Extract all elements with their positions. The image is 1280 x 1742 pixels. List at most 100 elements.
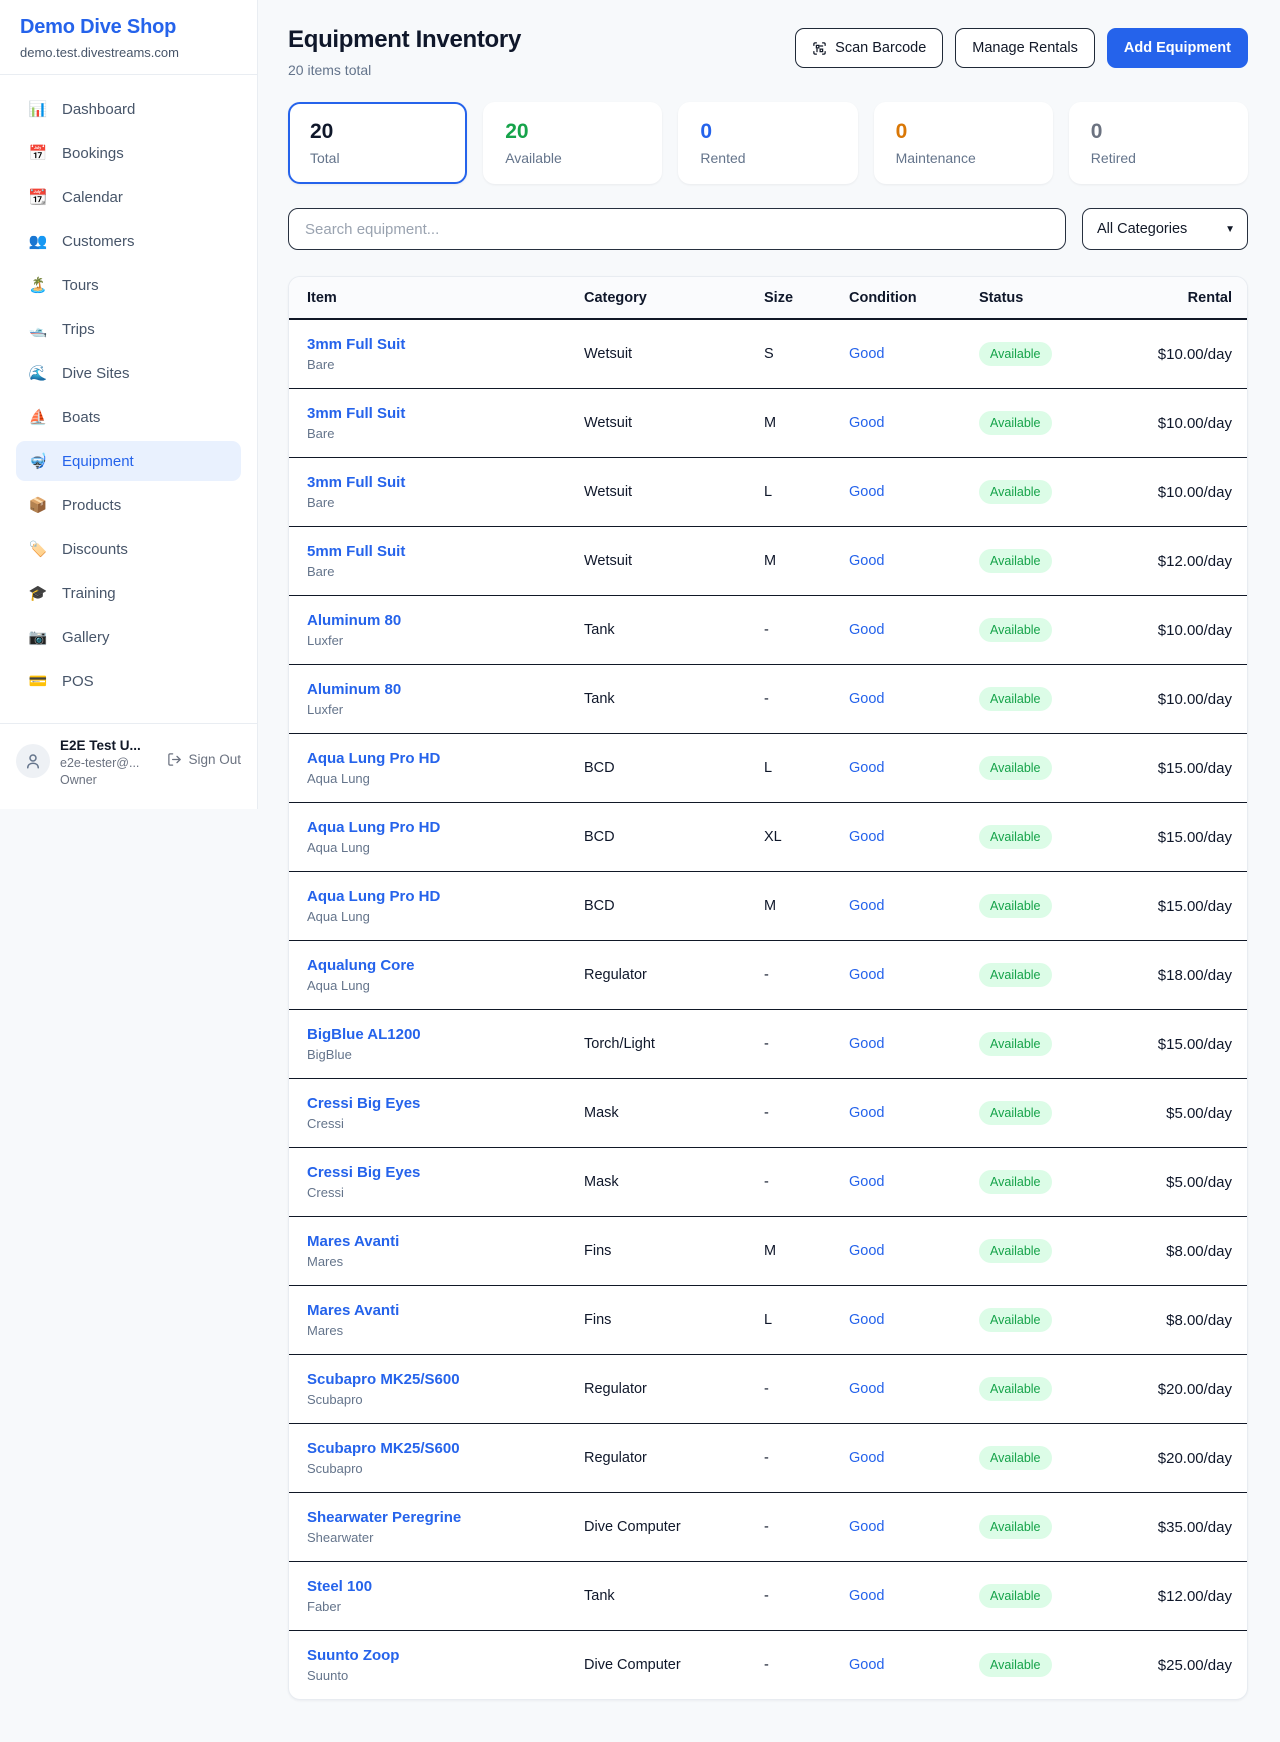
sidebar-item-trips[interactable]: 🛥️ Trips (16, 309, 241, 349)
barcode-icon (813, 41, 826, 55)
condition-link[interactable]: Good (849, 484, 885, 500)
condition-link[interactable]: Good (849, 553, 885, 569)
sidebar-item-bookings[interactable]: 📅 Bookings (16, 133, 241, 173)
sidebar-item-boats[interactable]: ⛵ Boats (16, 397, 241, 437)
condition-link[interactable]: Good (849, 1450, 885, 1466)
rental-cell: $20.00/day (1157, 1380, 1232, 1398)
condition-link[interactable]: Good (849, 1588, 885, 1604)
stat-card-rented[interactable]: 0 Rented (678, 102, 858, 184)
category-cell: BCD (584, 898, 615, 914)
sidebar-item-pos[interactable]: 💳 POS (16, 661, 241, 701)
rental-cell: $10.00/day (1157, 414, 1232, 432)
condition-link[interactable]: Good (849, 1105, 885, 1121)
sidebar-item-gallery[interactable]: 📷 Gallery (16, 617, 241, 657)
stat-label: Maintenance (895, 150, 976, 166)
size-cell: L (764, 760, 773, 776)
status-badge: Available (979, 1446, 1052, 1470)
item-brand: Cressi (307, 1185, 344, 1200)
item-cell: Aluminum 80 Luxfer (307, 681, 584, 717)
scan-barcode-button[interactable]: Scan Barcode (795, 28, 944, 68)
manage-rentals-button[interactable]: Manage Rentals (955, 28, 1095, 68)
item-name-link[interactable]: Aqua Lung Pro HD (307, 888, 441, 905)
size-cell: - (764, 1174, 769, 1190)
sidebar-item-dashboard[interactable]: 📊 Dashboard (16, 89, 241, 129)
table-row: Aluminum 80 Luxfer Tank - Good Available… (289, 665, 1247, 734)
category-select[interactable]: All Categories ▼ (1082, 208, 1248, 250)
stat-card-retired[interactable]: 0 Retired (1068, 102, 1248, 184)
item-name-link[interactable]: 3mm Full Suit (307, 474, 406, 491)
condition-link[interactable]: Good (849, 1312, 885, 1328)
condition-link[interactable]: Good (849, 1381, 885, 1397)
sidebar-item-customers[interactable]: 👥 Customers (16, 221, 241, 261)
category-cell: Regulator (584, 1450, 647, 1466)
item-name-link[interactable]: 5mm Full Suit (307, 543, 406, 560)
sidebar-item-training[interactable]: 🎓 Training (16, 573, 241, 613)
condition-link[interactable]: Good (849, 1174, 885, 1190)
stat-cards: 20 Total 20 Available 0 Rented 0 Mainten… (288, 102, 1248, 184)
stat-label: Total (310, 150, 340, 166)
item-name-link[interactable]: Mares Avanti (307, 1302, 400, 1319)
item-name-link[interactable]: Aqualung Core (307, 957, 415, 974)
sidebar-item-products[interactable]: 📦 Products (16, 485, 241, 525)
condition-link[interactable]: Good (849, 967, 885, 983)
sidebar-item-equipment[interactable]: 🤿 Equipment (16, 441, 241, 481)
item-name-link[interactable]: 3mm Full Suit (307, 336, 406, 353)
item-cell: BigBlue AL1200 BigBlue (307, 1026, 584, 1062)
items-total-count: 20 items total (288, 62, 372, 78)
stat-card-maintenance[interactable]: 0 Maintenance (873, 102, 1053, 184)
item-name-link[interactable]: Aqua Lung Pro HD (307, 750, 441, 767)
search-input[interactable] (288, 208, 1066, 250)
stat-card-available[interactable]: 20 Available (483, 102, 663, 184)
item-name-link[interactable]: Suunto Zoop (307, 1647, 400, 1664)
condition-link[interactable]: Good (849, 691, 885, 707)
item-name-link[interactable]: Scubapro MK25/S600 (307, 1440, 460, 1457)
add-equipment-button[interactable]: Add Equipment (1106, 28, 1248, 68)
column-header-status: Status (979, 290, 1024, 306)
sidebar-item-tours[interactable]: 🏝️ Tours (16, 265, 241, 305)
size-cell: - (764, 691, 769, 707)
item-name-link[interactable]: Aluminum 80 (307, 681, 402, 698)
condition-link[interactable]: Good (849, 1243, 885, 1259)
item-name-link[interactable]: Steel 100 (307, 1578, 373, 1595)
category-cell: Wetsuit (584, 484, 633, 500)
dive-sites-icon: 🌊 (28, 365, 48, 382)
status-cell: Available (979, 480, 1139, 504)
item-name-link[interactable]: Shearwater Peregrine (307, 1509, 462, 1526)
condition-link[interactable]: Good (849, 1036, 885, 1052)
status-cell: Available (979, 1377, 1139, 1401)
size-cell: M (764, 553, 777, 569)
item-name-link[interactable]: Aluminum 80 (307, 612, 402, 629)
table-row: Aqua Lung Pro HD Aqua Lung BCD L Good Av… (289, 734, 1247, 803)
item-brand: Mares (307, 1254, 344, 1269)
status-cell: Available (979, 894, 1139, 918)
item-name-link[interactable]: Aqua Lung Pro HD (307, 819, 441, 836)
status-cell: Available (979, 342, 1139, 366)
condition-link[interactable]: Good (849, 829, 885, 845)
brand-name[interactable]: Demo Dive Shop (20, 16, 177, 38)
item-name-link[interactable]: Cressi Big Eyes (307, 1095, 421, 1112)
condition-link[interactable]: Good (849, 346, 885, 362)
condition-link[interactable]: Good (849, 898, 885, 914)
status-badge: Available (979, 963, 1052, 987)
table-row: 5mm Full Suit Bare Wetsuit M Good Availa… (289, 527, 1247, 596)
item-name-link[interactable]: BigBlue AL1200 (307, 1026, 421, 1043)
status-badge: Available (979, 1515, 1052, 1539)
sign-out-button[interactable]: Sign Out (167, 752, 241, 767)
item-name-link[interactable]: Scubapro MK25/S600 (307, 1371, 460, 1388)
condition-link[interactable]: Good (849, 760, 885, 776)
item-cell: Mares Avanti Mares (307, 1233, 584, 1269)
item-name-link[interactable]: 3mm Full Suit (307, 405, 406, 422)
sidebar-item-dive-sites[interactable]: 🌊 Dive Sites (16, 353, 241, 393)
condition-link[interactable]: Good (849, 1519, 885, 1535)
sidebar-item-discounts[interactable]: 🏷️ Discounts (16, 529, 241, 569)
item-name-link[interactable]: Cressi Big Eyes (307, 1164, 421, 1181)
condition-link[interactable]: Good (849, 1657, 885, 1673)
rental-cell: $5.00/day (1166, 1173, 1232, 1191)
condition-link[interactable]: Good (849, 622, 885, 638)
item-brand: Shearwater (307, 1530, 374, 1545)
rental-cell: $15.00/day (1157, 897, 1232, 915)
stat-card-total[interactable]: 20 Total (288, 102, 468, 184)
sidebar-item-calendar[interactable]: 📆 Calendar (16, 177, 241, 217)
condition-link[interactable]: Good (849, 415, 885, 431)
item-name-link[interactable]: Mares Avanti (307, 1233, 400, 1250)
